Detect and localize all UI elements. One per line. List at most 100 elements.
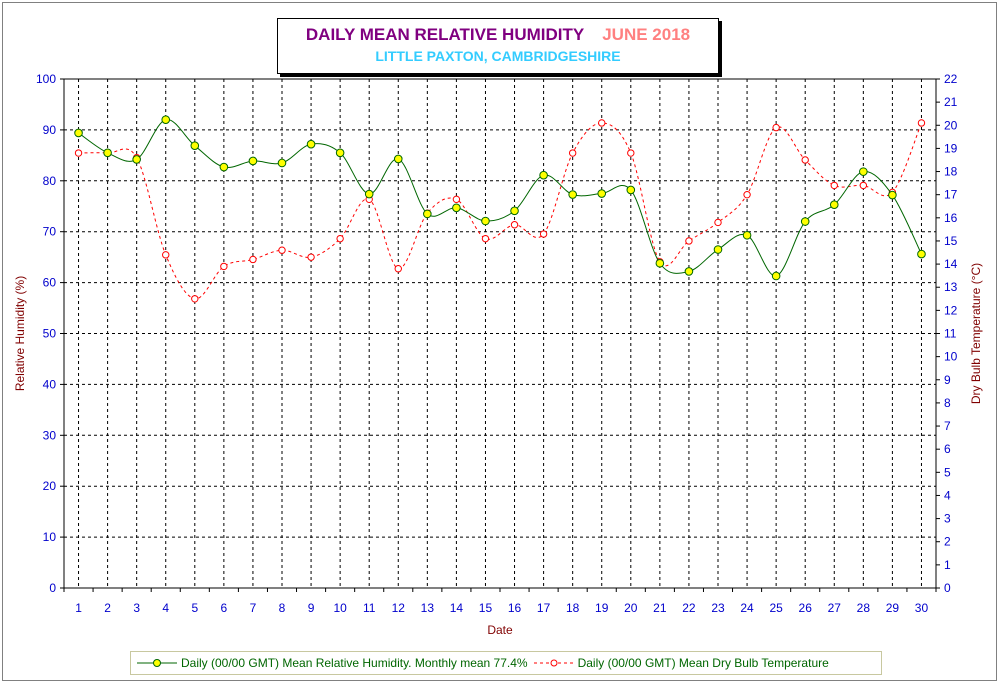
y2-tick-label: 0 — [944, 581, 951, 595]
temperature-point — [743, 190, 751, 199]
temperature-point — [278, 246, 286, 254]
x-tick-label: 12 — [392, 601, 406, 615]
humidity-point — [423, 209, 432, 219]
x-tick-label: 11 — [363, 601, 376, 615]
legend-swatch-humidity — [137, 657, 177, 669]
x-tick-label: 20 — [624, 601, 638, 615]
temperature-point — [481, 234, 490, 243]
x-tick-label: 9 — [308, 601, 315, 615]
x-tick-label: 30 — [915, 601, 929, 615]
temperature-point — [336, 234, 344, 243]
x-tick-label: 8 — [279, 601, 286, 615]
x-tick-label: 10 — [333, 601, 347, 615]
x-tick-label: 6 — [221, 601, 228, 615]
temperature-point — [539, 230, 548, 238]
y2-tick-label: 4 — [944, 488, 951, 502]
temperature-point — [598, 119, 606, 127]
humidity-point — [510, 206, 519, 216]
y-tick-label: 50 — [43, 327, 57, 341]
humidity-point — [219, 162, 229, 172]
y2-tick-label: 3 — [944, 512, 951, 526]
legend-item-humidity: Daily (00/00 GMT) Mean Relative Humidity… — [131, 656, 528, 670]
humidity-point — [917, 249, 926, 259]
chart-title-period: JUNE 2018 — [602, 25, 691, 44]
y-tick-label: 100 — [36, 72, 56, 86]
x-tick-label: 28 — [857, 601, 871, 615]
legend-label-temperature: Daily (00/00 GMT) Mean Dry Bulb Temperat… — [577, 656, 829, 670]
x-tick-label: 2 — [104, 601, 111, 615]
humidity-point — [539, 170, 548, 180]
y2-tick-label: 19 — [944, 141, 958, 155]
x-tick-label: 26 — [799, 601, 813, 615]
humidity-point — [568, 190, 577, 199]
legend-label-humidity: Daily (00/00 GMT) Mean Relative Humidity… — [181, 656, 528, 670]
y2-tick-label: 21 — [944, 95, 958, 109]
temperature-point — [627, 149, 635, 157]
y2-tick-label: 11 — [944, 327, 957, 341]
x-tick-label: 17 — [537, 601, 551, 615]
legend: Daily (00/00 GMT) Mean Relative Humidity… — [130, 651, 882, 675]
temperature-point — [74, 149, 83, 157]
chart-subtitle: LITTLE PAXTON, CAMBRIDGESHIRE — [375, 48, 621, 64]
y2-axis-label: Dry Bulb Temperature (°C) — [969, 263, 983, 404]
series-line-temperature — [78, 122, 922, 300]
temperature-point — [394, 265, 402, 273]
humidity-point — [655, 258, 665, 268]
y-axis-label: Relative Humidity (%) — [13, 276, 27, 391]
humidity-point — [829, 200, 839, 210]
x-axis-label: Date — [487, 623, 513, 637]
y-tick-label: 70 — [43, 225, 57, 239]
y2-tick-label: 20 — [944, 118, 958, 132]
y2-tick-label: 9 — [944, 373, 951, 387]
x-tick-label: 18 — [566, 601, 580, 615]
y2-tick-label: 6 — [944, 442, 951, 456]
y2-tick-label: 17 — [944, 188, 958, 202]
y-tick-label: 40 — [43, 377, 57, 391]
humidity-point — [248, 156, 258, 166]
humidity-point — [161, 115, 171, 125]
temperature-point — [452, 195, 461, 204]
x-tick-label: 27 — [828, 601, 842, 615]
temperature-point — [162, 251, 170, 259]
y2-tick-label: 13 — [944, 280, 958, 294]
y2-tick-label: 1 — [944, 558, 951, 572]
temperature-point — [568, 149, 577, 157]
humidity-point — [306, 139, 316, 149]
title-line: DAILY MEAN RELATIVE HUMIDITY JUNE 2018 — [278, 25, 718, 45]
humidity-point — [132, 155, 141, 164]
temperature-point — [714, 218, 722, 227]
y2-tick-label: 16 — [944, 211, 958, 225]
temperature-point — [685, 237, 693, 245]
x-tick-label: 25 — [769, 601, 783, 615]
y-tick-label: 90 — [43, 123, 57, 137]
humidity-point — [364, 189, 374, 199]
x-tick-label: 4 — [162, 601, 169, 615]
humidity-point — [393, 154, 403, 164]
legend-item-temperature: Daily (00/00 GMT) Mean Dry Bulb Temperat… — [528, 656, 829, 670]
series-line-humidity — [78, 119, 922, 277]
y2-tick-label: 2 — [944, 535, 951, 549]
humidity-point — [190, 141, 200, 150]
x-tick-label: 24 — [740, 601, 754, 615]
humidity-point — [684, 267, 694, 276]
temperature-point — [772, 123, 780, 132]
humidity-point — [771, 271, 781, 281]
y-tick-label: 10 — [43, 530, 57, 544]
y2-tick-label: 5 — [944, 465, 951, 479]
x-tick-label: 29 — [886, 601, 900, 615]
x-tick-label: 16 — [508, 601, 522, 615]
y-tick-label: 80 — [43, 174, 57, 188]
humidity-point — [859, 167, 868, 176]
legend-swatch-temperature — [533, 657, 574, 669]
x-tick-label: 22 — [682, 601, 696, 615]
x-tick-label: 5 — [191, 601, 198, 615]
temperature-point — [510, 221, 519, 229]
y2-tick-label: 15 — [944, 234, 958, 248]
humidity-point — [888, 190, 897, 200]
x-tick-label: 23 — [711, 601, 725, 615]
temperature-point — [249, 255, 257, 264]
y2-tick-label: 7 — [944, 419, 951, 433]
humidity-point — [742, 230, 752, 240]
